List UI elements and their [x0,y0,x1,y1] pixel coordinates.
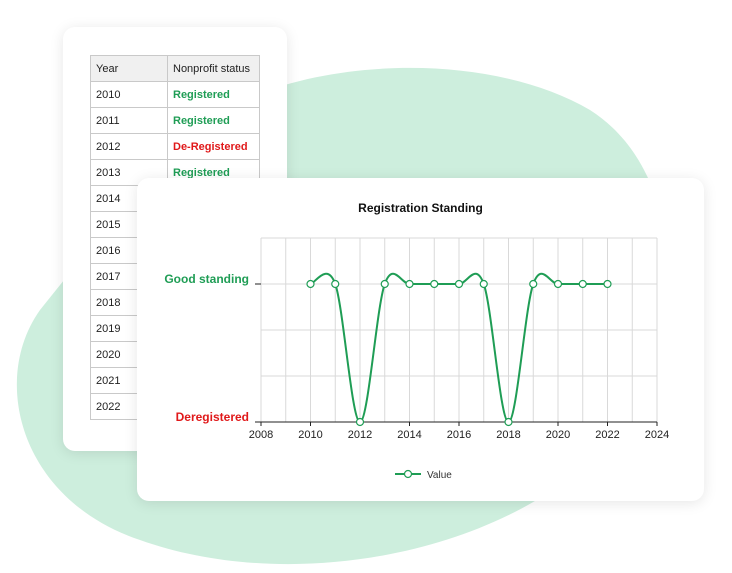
data-point [454,279,464,289]
y-tick-label: Deregistered [176,410,249,424]
table-row: 2010 Registered [90,81,260,108]
status-cell: Registered [167,107,260,134]
year-cell: 2011 [90,107,168,134]
x-tick-label: 2016 [447,429,471,441]
legend-marker [403,469,413,479]
year-cell: 2010 [90,81,168,108]
x-tick-label: 2010 [298,429,322,441]
data-point [479,279,488,289]
data-point [529,279,538,289]
data-point [380,279,389,289]
x-tick-label: 2024 [645,429,669,441]
legend-label: Value [427,470,452,481]
data-point [355,417,365,427]
x-tick-label: 2020 [546,429,570,441]
data-point [553,279,563,289]
header-nonprofit-status: Nonprofit status [167,55,260,82]
data-point [405,279,414,289]
data-point [331,279,340,289]
x-tick-label: 2014 [397,429,421,441]
status-cell: Registered [167,81,260,108]
table-row: 2012 De-Registered [90,133,260,160]
data-point [306,279,315,289]
line-chart: 2008 2010 2012 2014 2016 2018 2020 2022 2024 Good… [164,237,669,481]
x-tick-label: 2012 [348,429,372,441]
year-cell: 2012 [90,133,168,160]
x-tick-label: 2008 [249,429,273,441]
chart-card: Registration Standing 2008 2010 2012 2014 20… [137,178,704,501]
header-year: Year [90,55,168,82]
y-tick-label: Good standing [164,272,249,286]
data-point [603,279,612,289]
chart-title: Registration Standing [358,201,483,215]
table-row: 2011 Registered [90,107,260,134]
x-tick-label: 2018 [496,429,520,441]
x-tick-label: 2022 [595,429,619,441]
data-point [430,279,439,289]
data-point [504,417,513,427]
table-header-row: Year Nonprofit status [90,55,260,82]
data-point [578,279,587,289]
status-cell: De-Registered [167,133,260,160]
